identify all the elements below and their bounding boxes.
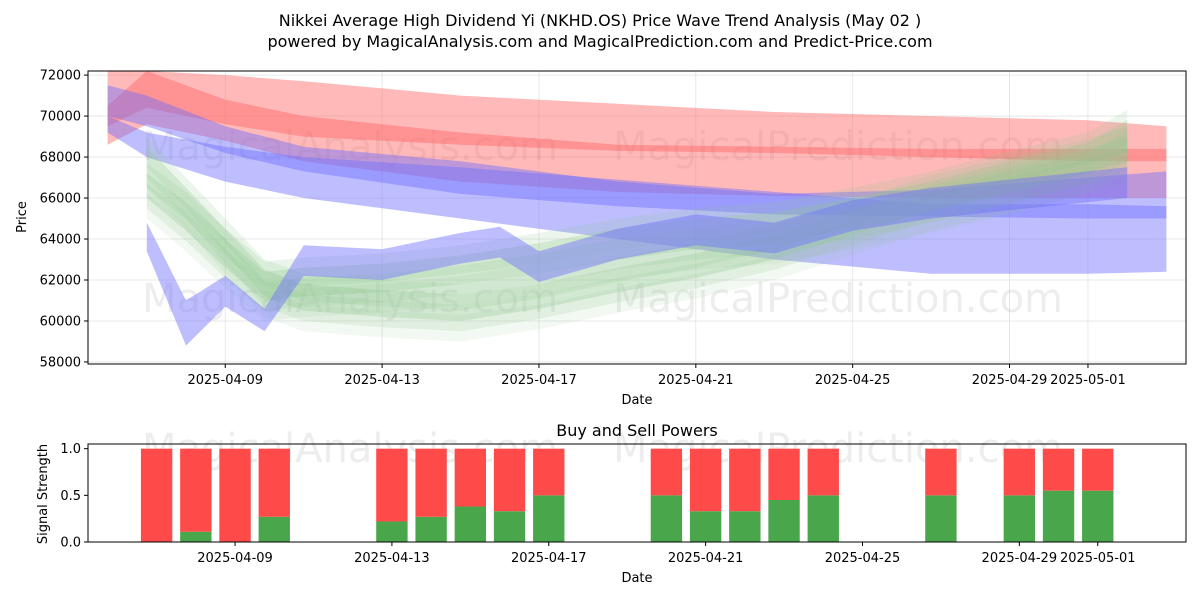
price-y-tick-label: 72000: [40, 69, 81, 84]
sell-bar: [493, 448, 526, 512]
sell-bar: [689, 448, 722, 512]
buy-sell-x-axis-label: Date: [621, 571, 652, 586]
buy-bar: [925, 495, 957, 542]
buy-bar: [376, 521, 408, 542]
price-x-axis-label: Date: [621, 393, 652, 408]
sell-bar: [807, 448, 839, 496]
sell-bar: [925, 448, 957, 496]
price-x-tick-label: 2025-04-29: [972, 373, 1048, 388]
buy-sell-x-tick-label: 2025-04-17: [511, 551, 587, 566]
buy-sell-x-tick-label: 2025-04-13: [354, 551, 430, 566]
price-band-red-0: [107, 71, 1167, 162]
sell-bar: [1082, 448, 1114, 491]
buy-bar: [493, 511, 526, 542]
price-plot-border: [87, 70, 1187, 365]
watermark-prediction-mid: MagicalPrediction.com: [613, 276, 1063, 322]
price-band-green-4-ghost1: [146, 146, 1128, 332]
buy-bar: [258, 516, 290, 542]
sell-bar: [219, 448, 251, 542]
price-x-tick-label: 2025-05-01: [1050, 373, 1126, 388]
price-band-green-4-ghost2: [146, 126, 1128, 311]
buy-sell-x-tick-label: 2025-04-09: [197, 551, 273, 566]
sell-bar: [729, 448, 761, 512]
price-x-axis: 2025-04-09 2025-04-13 2025-04-17 2025-04-21…: [187, 364, 1126, 388]
buy-bar: [533, 495, 565, 542]
sell-bar: [415, 448, 447, 517]
price-x-tick-label: 2025-04-25: [815, 373, 891, 388]
price-band-green-4-ghost3: [146, 157, 1128, 342]
price-x-tick-label: 2025-04-13: [344, 373, 420, 388]
price-y-axis-label: Price: [15, 201, 30, 233]
buy-sell-y-tick-label: 0.5: [60, 489, 81, 504]
buy-sell-panel: Buy and Sell Powers MagicalAnalysis.com …: [36, 421, 1187, 586]
price-x-tick-label: 2025-04-17: [501, 373, 577, 388]
price-band-green-5: [146, 120, 1128, 301]
buy-sell-y-tick-label: 1.0: [60, 442, 81, 457]
price-y-tick-label: 60000: [40, 314, 81, 329]
sell-bar: [376, 448, 408, 522]
price-wave-panel: MagicalAnalysis.com MagicalPrediction.co…: [15, 69, 1187, 408]
price-y-tick-label: 66000: [40, 192, 81, 207]
buy-sell-bars: [140, 448, 1114, 542]
buy-sell-title: Buy and Sell Powers: [556, 421, 718, 440]
buy-sell-x-tick-label: 2025-04-21: [668, 551, 744, 566]
buy-bar: [768, 500, 800, 542]
chart-title: Nikkei Average High Dividend Yi (NKHD.OS…: [279, 11, 922, 30]
sell-bar: [180, 448, 212, 532]
watermark-prediction-top: MagicalPrediction.com: [613, 124, 1063, 170]
price-wave-bands: [107, 71, 1167, 346]
buy-bar: [180, 531, 212, 542]
sell-bar: [650, 448, 683, 496]
sell-bar: [533, 448, 565, 496]
price-y-axis: 58000 60000 62000 64000 66000 68000 70000 72000: [40, 69, 88, 370]
sell-bar: [454, 448, 487, 507]
price-band-green-4: [146, 136, 1128, 321]
buy-sell-x-tick-label: 2025-05-01: [1060, 551, 1136, 566]
buy-bar: [1003, 495, 1036, 542]
price-y-tick-label: 58000: [40, 355, 81, 370]
buy-bar: [807, 495, 839, 542]
price-band-blue-3: [107, 85, 1167, 219]
buy-bar: [1082, 490, 1114, 542]
price-band-green-5-ghost3: [146, 140, 1128, 321]
buy-sell-plot-border: [87, 443, 1187, 543]
buy-bar: [1042, 490, 1075, 542]
sell-bar: [258, 448, 290, 517]
price-band-green-5-ghost1: [146, 130, 1128, 311]
buy-bar: [650, 495, 683, 542]
price-x-tick-label: 2025-04-09: [187, 373, 263, 388]
sell-bar: [140, 448, 173, 542]
sell-bar: [768, 448, 800, 500]
sell-bar: [1042, 448, 1075, 491]
price-band-green-5-ghost2: [146, 109, 1128, 291]
sell-bar: [1003, 448, 1036, 496]
buy-bar: [454, 506, 487, 542]
buy-sell-y-axis-label: Signal Strength: [36, 444, 51, 544]
price-y-tick-label: 70000: [40, 110, 81, 125]
buy-bar: [689, 511, 722, 542]
buy-bar: [729, 511, 761, 542]
chart-subtitle: powered by MagicalAnalysis.com and Magic…: [267, 32, 932, 51]
buy-sell-x-tick-label: 2025-04-29: [982, 551, 1058, 566]
price-watermarks: MagicalAnalysis.com MagicalPrediction.co…: [142, 124, 1063, 322]
price-band-blue-6: [146, 167, 1128, 346]
price-y-tick-label: 68000: [40, 151, 81, 166]
price-band-blue-2: [107, 116, 1167, 274]
buy-bar: [415, 516, 447, 542]
buy-sell-x-tick-label: 2025-04-25: [825, 551, 901, 566]
price-x-tick-label: 2025-04-21: [658, 373, 734, 388]
price-plot-area: [88, 71, 1186, 364]
price-y-tick-label: 64000: [40, 233, 81, 248]
price-gridlines: [88, 71, 1186, 364]
buy-sell-y-axis: 0.0 0.5 1.0: [60, 442, 88, 551]
buy-sell-x-axis: 2025-04-09 2025-04-13 2025-04-17 2025-04-21…: [197, 542, 1136, 566]
price-y-tick-label: 62000: [40, 273, 81, 288]
watermark-analysis-mid: MagicalAnalysis.com: [142, 276, 558, 322]
buy-sell-y-tick-label: 0.0: [60, 536, 81, 551]
watermark-analysis-top: MagicalAnalysis.com: [142, 124, 558, 170]
price-band-red-1: [107, 71, 1167, 198]
